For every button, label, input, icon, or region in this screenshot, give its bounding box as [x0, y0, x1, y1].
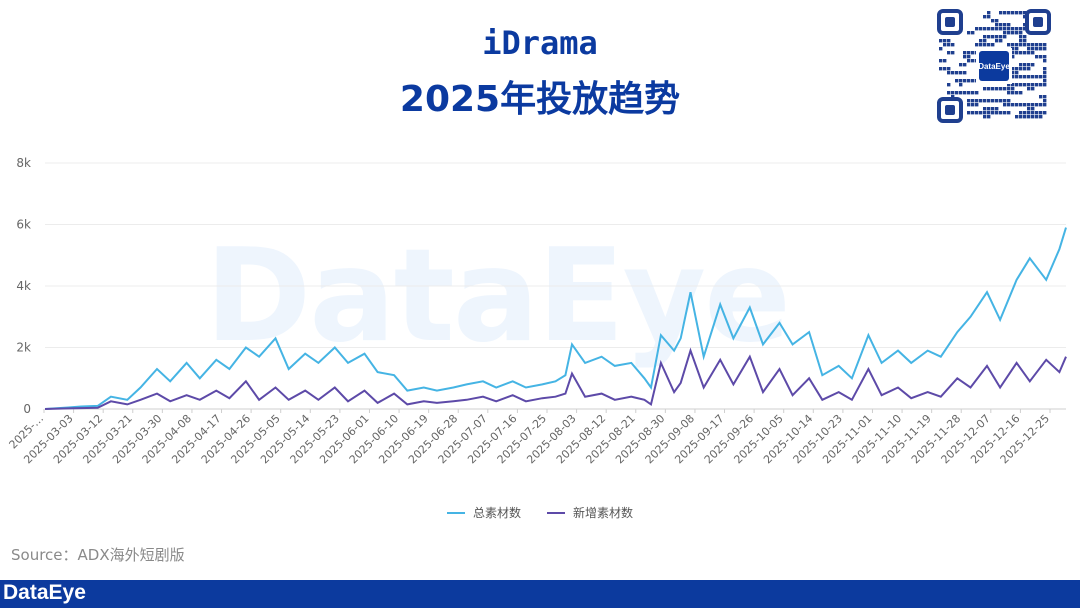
legend-item-new[interactable]: 新增素材数 [547, 504, 633, 521]
qr-code-image: DataEye [935, 7, 1053, 125]
chart-title: iDrama [482, 24, 598, 62]
source-note: Source：ADX海外短剧版 [11, 546, 185, 564]
footer-logo: DataEye [3, 581, 86, 604]
y-tick-label: 2k [16, 341, 31, 355]
legend-item-total[interactable]: 总素材数 [446, 504, 521, 521]
qr-logo-text: DataEye [978, 62, 1010, 71]
legend-label-total: 总素材数 [472, 506, 521, 520]
y-tick-label: 0 [23, 402, 31, 416]
series-line-total [44, 227, 1067, 410]
y-tick-label: 8k [16, 156, 31, 170]
legend-swatch-total [446, 511, 465, 514]
y-tick-label: 6k [16, 218, 31, 232]
y-tick-label: 4k [16, 279, 31, 293]
footer-bar: DataEye [0, 580, 1080, 608]
legend-swatch-new [547, 511, 565, 514]
qr-code: DataEye [935, 7, 1053, 125]
series-line-new [44, 347, 1067, 410]
chart-subtitle: 2025年投放趋势 [399, 79, 681, 120]
legend: 总素材数 新增素材数 [0, 504, 1080, 521]
watermark: DataEye [205, 222, 791, 371]
legend-label-new: 新增素材数 [573, 506, 634, 520]
